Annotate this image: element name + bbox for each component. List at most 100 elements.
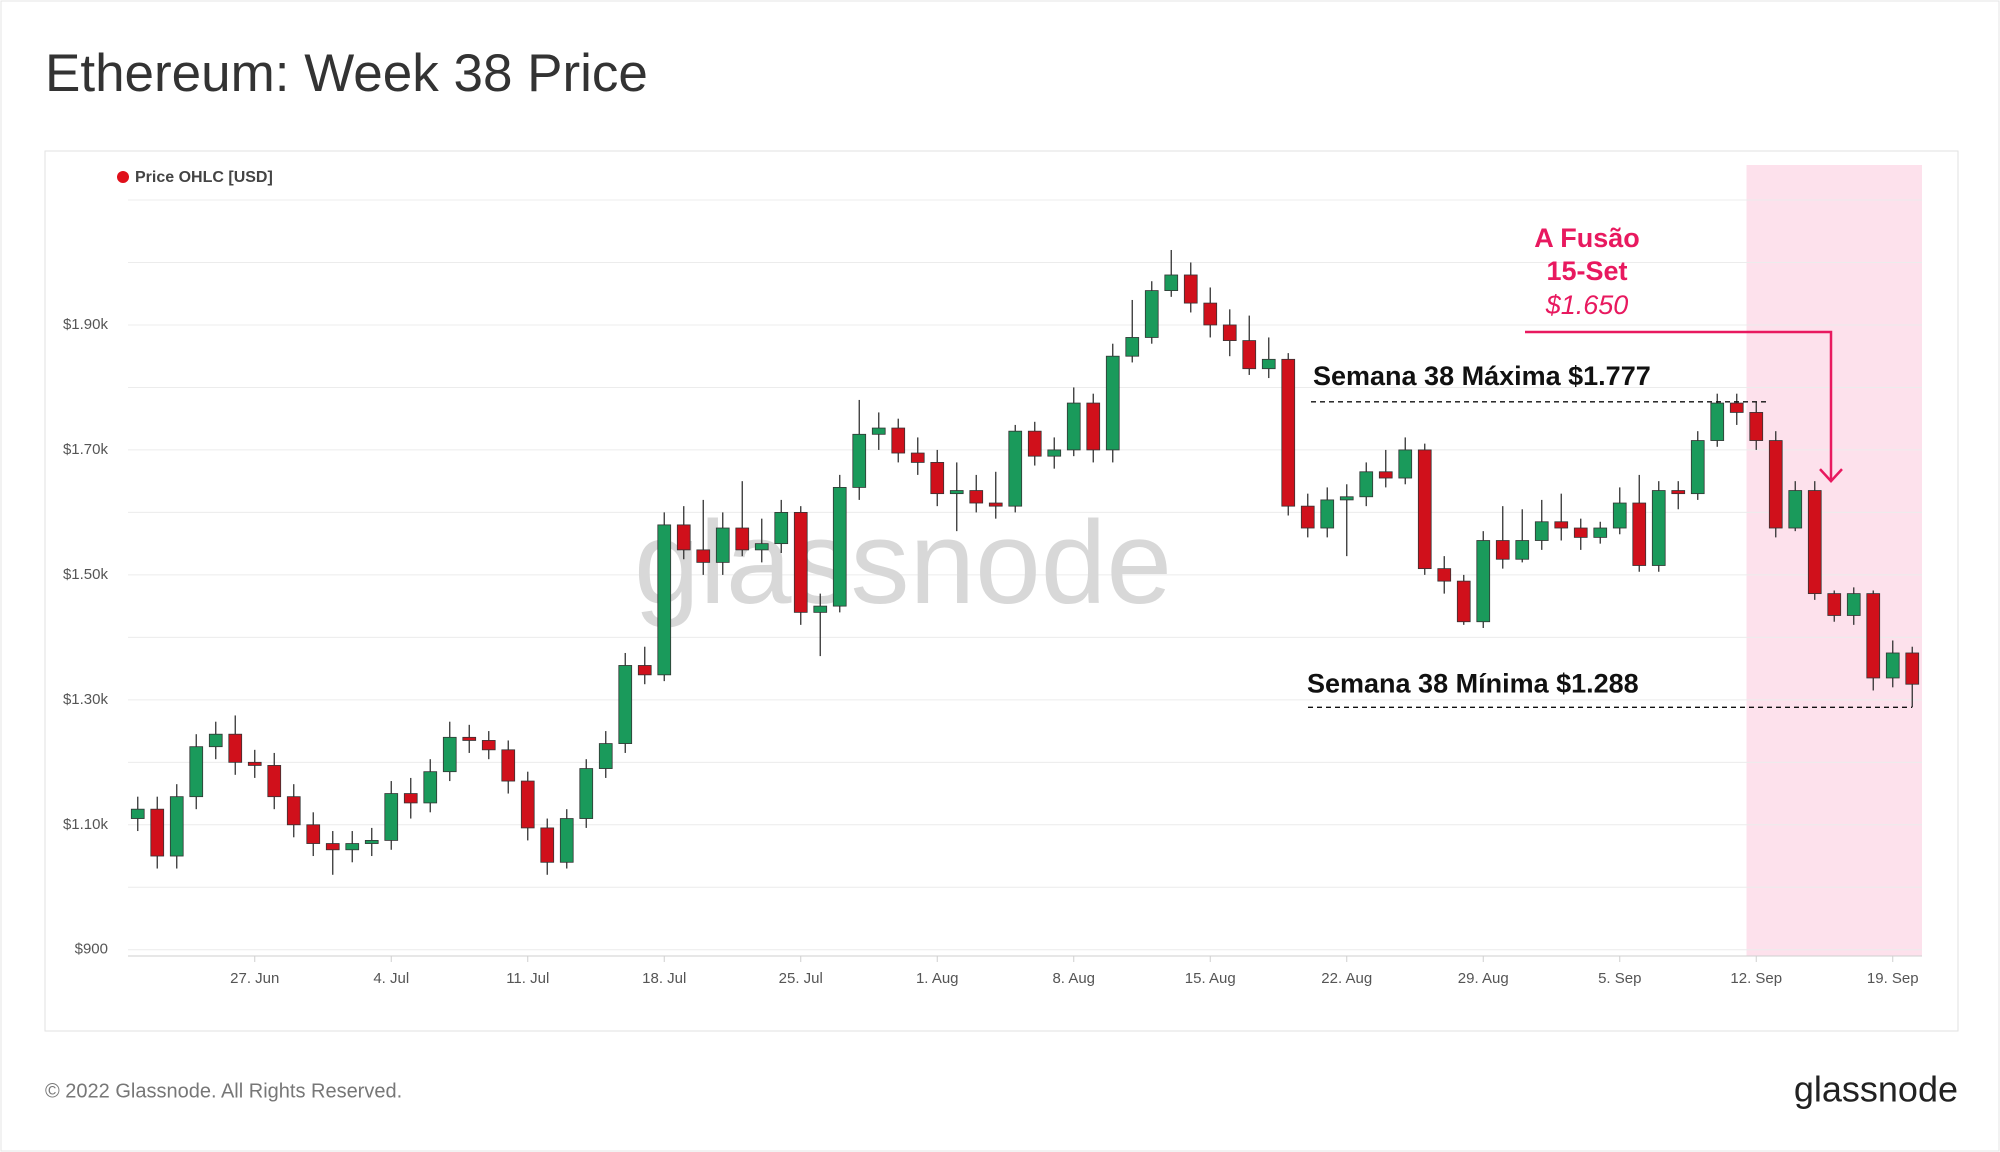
candle-body [1690, 440, 1705, 495]
x-tick-label: 15. Aug [1185, 970, 1236, 987]
candle-body [1593, 527, 1608, 538]
candle-body [520, 780, 535, 829]
candle-body [1144, 290, 1159, 338]
merge-label: 15-Set [1546, 256, 1627, 286]
candle-body [1651, 490, 1666, 566]
candle-body [1417, 449, 1432, 570]
candle-body [813, 605, 828, 613]
candle-body [1008, 430, 1023, 507]
foreground-layer: Price OHLC [USD] Semana 38 Máxima $1.777 S… [117, 169, 1920, 875]
legend-dot [117, 171, 129, 183]
y-tick-label: $900 [75, 941, 108, 958]
candle-body [871, 427, 886, 435]
candle-body [1105, 355, 1120, 451]
week-low-label: Semana 38 Mínima $1.288 [1307, 668, 1639, 698]
week-high-label: Semana 38 Máxima $1.777 [1313, 361, 1651, 391]
candle-body [1320, 499, 1335, 529]
x-tick-label: 22. Aug [1321, 970, 1372, 987]
candle-body [891, 427, 906, 454]
logo: glassnode [1794, 1069, 1958, 1110]
candle-body [1398, 449, 1413, 479]
candle-body [598, 743, 613, 769]
candle-body [306, 824, 321, 844]
candle-body [1885, 652, 1900, 679]
candle-body [1515, 540, 1530, 560]
candle-body [1339, 496, 1354, 501]
candle-body [949, 490, 964, 495]
y-tick-label: $1.30k [63, 691, 109, 708]
y-tick-label: $1.50k [63, 566, 109, 583]
candle-body [1125, 337, 1140, 357]
chart-panel [44, 150, 1959, 1032]
candle-body [1066, 402, 1081, 451]
candle-body [169, 796, 184, 857]
candle-body [1612, 502, 1627, 529]
candle-body [735, 527, 750, 551]
candle-body [1437, 568, 1452, 582]
candle-body [442, 736, 457, 773]
x-tick-label: 18. Jul [642, 970, 686, 987]
x-tick-label: 1. Aug [916, 970, 959, 987]
candle-body [1749, 412, 1764, 441]
candle-body [754, 543, 769, 551]
candle-body [1807, 490, 1822, 595]
candle-body [1359, 471, 1374, 498]
candle-body [286, 796, 301, 826]
candle-body [1554, 521, 1569, 529]
candle-body [1242, 340, 1257, 370]
candle-body [130, 808, 145, 819]
candle-body [325, 843, 340, 851]
candle-body [501, 749, 516, 782]
x-tick-label: 19. Sep [1867, 970, 1919, 987]
candle-body [1203, 302, 1218, 326]
candle-body [208, 733, 223, 748]
candle-body [364, 840, 379, 844]
candle-body [559, 818, 574, 863]
candle-body [1378, 471, 1393, 479]
candle-body [1027, 430, 1042, 457]
background-layer: $900 $1.10k $1.30k $1.50k $1.70k $1.90k 27. Ju… [63, 165, 1922, 987]
candle-body [715, 527, 730, 563]
merge-label: A Fusão [1534, 223, 1640, 253]
candle-body [1476, 540, 1491, 623]
merge-arrow-head [1819, 468, 1843, 484]
x-tick-label: 27. Jun [230, 970, 279, 987]
candle-body [247, 761, 262, 766]
candle-body [774, 511, 789, 545]
x-tick-label: 29. Aug [1458, 970, 1509, 987]
candle-body [910, 452, 925, 463]
candle-body [1729, 402, 1744, 413]
x-tick-label: 5. Sep [1598, 970, 1641, 987]
candle-body [481, 740, 496, 751]
candle-body [1905, 652, 1920, 685]
candle-body [228, 733, 243, 763]
x-tick-label: 11. Jul [506, 970, 549, 987]
candle-body [1456, 580, 1471, 623]
x-tick-label: 12. Sep [1730, 970, 1782, 987]
candle-body [579, 768, 594, 819]
y-tick-label: $1.10k [63, 816, 109, 833]
candle-body [345, 843, 360, 851]
candle-body [267, 765, 282, 798]
watermark: glassnode [634, 497, 1172, 629]
merge-price: $1.650 [1545, 290, 1629, 320]
candle-body [1866, 593, 1881, 679]
candle-body [423, 771, 438, 804]
candle-body [540, 827, 555, 863]
candle-body [657, 524, 672, 676]
candle-body [403, 793, 418, 804]
candle-body [1671, 490, 1686, 495]
candle-body [696, 549, 711, 563]
x-tick-label: 25. Jul [779, 970, 823, 987]
candle-body [793, 511, 808, 613]
x-tick-label: 8. Aug [1052, 970, 1095, 987]
candle-body [1086, 402, 1101, 451]
candle-body [1534, 521, 1549, 541]
candle-body [1573, 527, 1588, 538]
candle-body [1827, 593, 1842, 616]
merge-arrow [1525, 330, 1833, 482]
candle-body [384, 793, 399, 841]
highlight-region [1746, 165, 1922, 956]
x-tick-label: 4. Jul [373, 970, 409, 987]
